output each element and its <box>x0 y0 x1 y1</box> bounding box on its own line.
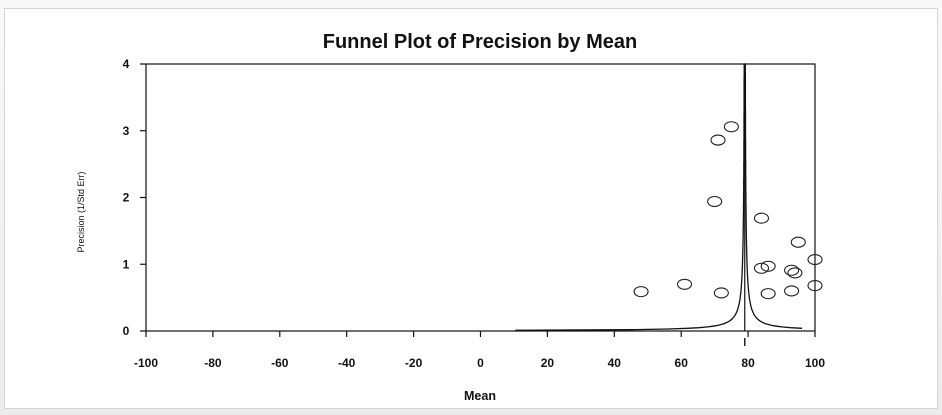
data-point <box>807 254 823 266</box>
data-point <box>676 278 693 290</box>
x-tick-label: -40 <box>338 356 356 370</box>
x-tick-label: -100 <box>134 356 158 370</box>
x-axis-label: Mean <box>464 389 496 403</box>
x-tick-label: 20 <box>541 356 555 370</box>
y-axis-label: Precision (1/Std Err) <box>76 171 86 252</box>
data-point <box>790 236 806 248</box>
y-tick-label: 1 <box>123 257 130 271</box>
data-point <box>784 285 800 297</box>
plot-area: 0 1 2 3 4 -100 -80 -60 -40 -20 0 20 40 60 80 100 <box>123 57 826 370</box>
funnel-line <box>515 63 803 331</box>
y-tick-label: 2 <box>123 191 130 205</box>
data-point <box>760 288 776 300</box>
x-tick-label: 40 <box>608 356 622 370</box>
x-tick-label: -80 <box>204 356 222 370</box>
data-point <box>707 195 723 208</box>
y-tick-label: 3 <box>123 124 130 138</box>
x-tick-label: -20 <box>405 356 423 370</box>
data-point <box>633 286 649 298</box>
data-point <box>713 287 729 299</box>
data-point <box>753 212 770 224</box>
x-tick-label: 0 <box>477 356 484 370</box>
data-point <box>710 134 726 146</box>
y-tick-label: 0 <box>123 324 130 338</box>
data-point <box>723 121 739 133</box>
chart-title: Funnel Plot of Precision by Mean <box>323 31 637 53</box>
data-point <box>784 264 800 276</box>
x-tick-label: 100 <box>805 356 825 370</box>
y-tick-label: 4 <box>123 57 130 71</box>
x-tick-label: 60 <box>675 356 689 370</box>
chart-frame <box>4 8 938 409</box>
x-tick-label: -60 <box>271 356 289 370</box>
data-point <box>787 267 803 279</box>
data-point <box>807 280 823 292</box>
data-point <box>753 262 770 274</box>
x-tick-label: 80 <box>741 356 755 370</box>
data-point <box>760 260 776 272</box>
